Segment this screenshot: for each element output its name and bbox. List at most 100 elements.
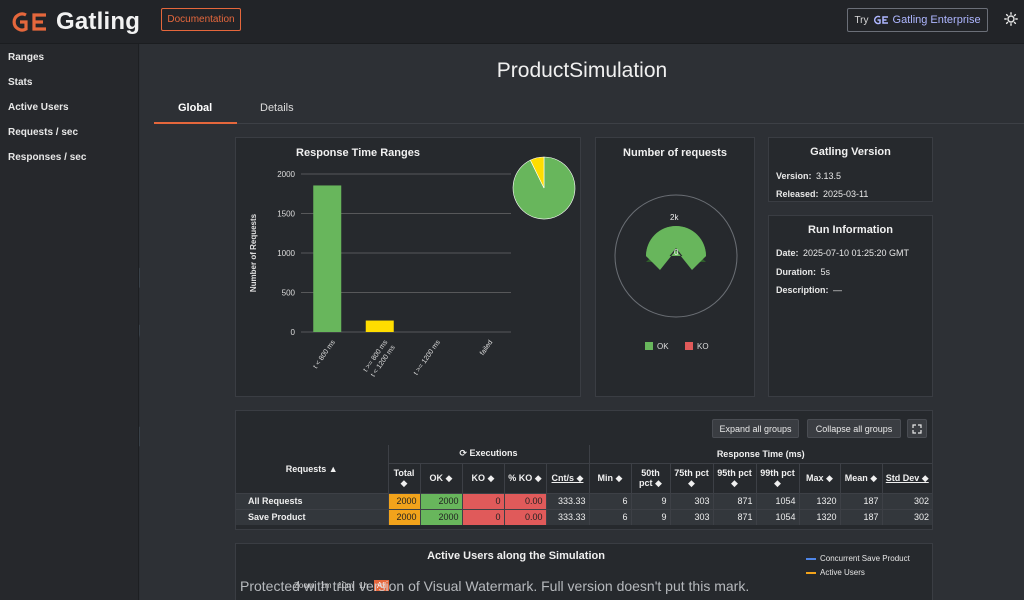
stat-cell: 303 — [669, 509, 713, 525]
page-title: ProductSimulation — [496, 59, 668, 82]
expand-icon — [912, 423, 922, 434]
fullscreen-button[interactable] — [907, 419, 927, 438]
stat-cell: 303 — [669, 493, 713, 509]
brand-name: Gatling — [56, 8, 141, 35]
stat-cell: 0 — [461, 509, 504, 525]
tab-global[interactable]: Global — [178, 102, 213, 114]
request-name-cell[interactable]: All Requests — [236, 493, 388, 509]
sidebar: Ranges Stats Active Users Requests / sec… — [0, 44, 139, 600]
sidebar-item-stats[interactable]: Stats — [8, 77, 33, 88]
table-row[interactable]: Save Product 2000 2000 0 0.00 333.33 6 9 303 871 1… — [236, 509, 932, 525]
column-header-10[interactable]: Max ◆ — [798, 463, 840, 493]
stat-cell: 333.33 — [545, 493, 589, 509]
stat-cell: 302 — [881, 493, 932, 509]
stat-cell: 1054 — [755, 493, 799, 509]
try-enterprise-button[interactable]: Try Gatling Enterprise — [847, 8, 988, 32]
stat-cell: 187 — [839, 509, 882, 525]
x-tick-label: t >= 1200 ms — [413, 339, 442, 377]
column-header-7[interactable]: 75th pct ◆ — [669, 463, 713, 493]
ok-legend-label: OK — [657, 342, 669, 351]
gatling-enterprise-icon — [873, 15, 888, 25]
stat-cell: 1320 — [798, 493, 840, 509]
duration-label: Duration: — [776, 267, 816, 277]
sidebar-item-active-users[interactable]: Active Users — [8, 102, 69, 113]
stat-cell: 1320 — [798, 509, 840, 525]
x-tick-label: failed — [479, 339, 494, 357]
duration-value: 5s — [820, 267, 830, 277]
stats-panel: Expand all groups Collapse all groups Re… — [235, 410, 933, 530]
refresh-icon: ⟳ — [459, 448, 467, 459]
concurrent-legend-label[interactable]: Concurrent Save Product — [820, 554, 910, 563]
run-information-panel: Run Information Date: 2025-07-10 01:25:2… — [768, 215, 933, 397]
sidebar-item-requests-sec[interactable]: Requests / sec — [8, 127, 79, 138]
stat-cell: 6 — [588, 509, 631, 525]
requests-column-header[interactable]: Requests ▲ — [285, 463, 338, 474]
column-header-1[interactable]: OK ◆ — [419, 463, 462, 493]
zoom-label: Zoom — [294, 581, 315, 590]
enterprise-label: Gatling Enterprise — [892, 14, 981, 26]
tab-bar: Global Details — [154, 96, 1024, 124]
stats-table: Requests ▲ ⟳ Executions Response Time (m… — [236, 445, 932, 525]
run-info-title: Run Information — [808, 224, 893, 236]
documentation-button[interactable]: Documentation — [161, 8, 241, 31]
sidebar-item-responses-sec[interactable]: Responses / sec — [8, 152, 87, 163]
stat-cell: 1054 — [755, 509, 799, 525]
column-header-11[interactable]: Mean ◆ — [839, 463, 882, 493]
column-header-3[interactable]: % KO ◆ — [503, 463, 546, 493]
ko-legend-swatch — [685, 342, 693, 350]
date-label: Date: — [776, 248, 799, 258]
tab-details[interactable]: Details — [260, 102, 294, 114]
stat-cell: 871 — [712, 509, 756, 525]
description-label: Description: — [776, 285, 829, 295]
sidebar-item-ranges[interactable]: Ranges — [8, 52, 45, 63]
bar[interactable] — [313, 185, 342, 332]
stat-cell: 2000 — [419, 493, 462, 509]
number-requests-title: Number of requests — [623, 147, 727, 159]
stat-cell: 2000 — [387, 509, 420, 525]
number-requests-chart: 2k 0 OK KO — [614, 194, 738, 351]
column-header-2[interactable]: KO ◆ — [461, 463, 504, 493]
number-of-requests-panel: Number of requests 2k 0 OK KO — [595, 137, 755, 397]
concurrent-legend-swatch — [806, 557, 816, 560]
pie-slice[interactable] — [529, 156, 545, 189]
bar[interactable] — [365, 320, 394, 332]
column-header-12[interactable]: Std Dev ◆ — [881, 463, 932, 493]
collapse-all-groups-button[interactable]: Collapse all groups — [807, 419, 901, 438]
column-header-4[interactable]: Cnt/s ◆ — [545, 463, 589, 493]
column-header-6[interactable]: 50th pct ◆ — [630, 463, 670, 493]
y-tick-label: 500 — [282, 289, 296, 298]
expand-all-groups-button[interactable]: Expand all groups — [712, 419, 799, 438]
request-name-cell[interactable]: Save Product — [236, 509, 388, 525]
zoom-all-button[interactable]: All — [374, 580, 389, 591]
response-time-ranges-panel: Response Time Ranges 2000 1500 1000 500 0 Num… — [235, 137, 581, 397]
column-header-8[interactable]: 95th pct ◆ — [712, 463, 756, 493]
y-tick-label: 2000 — [277, 170, 295, 179]
active-users-panel: Active Users along the Simulation Concur… — [235, 543, 933, 600]
stat-cell: 6 — [588, 493, 631, 509]
y-axis-label: Number of Requests — [249, 213, 258, 292]
zoom-1m-button[interactable]: 1m — [320, 581, 332, 590]
y-tick-label: 1500 — [277, 210, 295, 219]
x-tick-label: t >= 800 mst < 1200 ms — [362, 339, 397, 379]
top-bar: Gatling Documentation Try Gatling Enterp… — [0, 0, 1024, 44]
zoom-1h-button[interactable]: 1h — [359, 581, 369, 590]
column-header-row: Total ◆ OK ◆ KO ◆% KO ◆ Cnt/s ◆ Min ◆ 50th pc… — [236, 463, 932, 493]
stat-cell: 0.00 — [503, 493, 546, 509]
column-header-0[interactable]: Total ◆ — [387, 463, 420, 493]
response-time-group-header: Response Time (ms) — [588, 445, 932, 464]
brand-logo[interactable]: Gatling — [8, 8, 140, 36]
stat-cell: 187 — [839, 493, 882, 509]
zoom-10m-button[interactable]: 10m — [337, 581, 354, 590]
inner-count-label: 0 — [674, 248, 679, 257]
active-users-legend-label[interactable]: Active Users — [820, 568, 865, 577]
stat-cell: 0 — [461, 493, 504, 509]
stat-cell: 0.00 — [503, 509, 546, 525]
executions-group-header: ⟳ Executions — [387, 445, 589, 464]
column-header-9[interactable]: 99th pct ◆ — [755, 463, 799, 493]
sun-icon[interactable] — [1004, 12, 1018, 26]
trial-watermark-text: Protected with trial version of Visual W… — [240, 578, 750, 594]
gatling-version-panel: Gatling Version Version: 3.13.5 Released… — [768, 137, 933, 202]
version-value: 3.13.5 — [815, 171, 841, 181]
table-row[interactable]: All Requests 2000 2000 0 0.00 333.33 6 9 303 871 1… — [236, 493, 932, 509]
column-header-5[interactable]: Min ◆ — [588, 463, 631, 493]
